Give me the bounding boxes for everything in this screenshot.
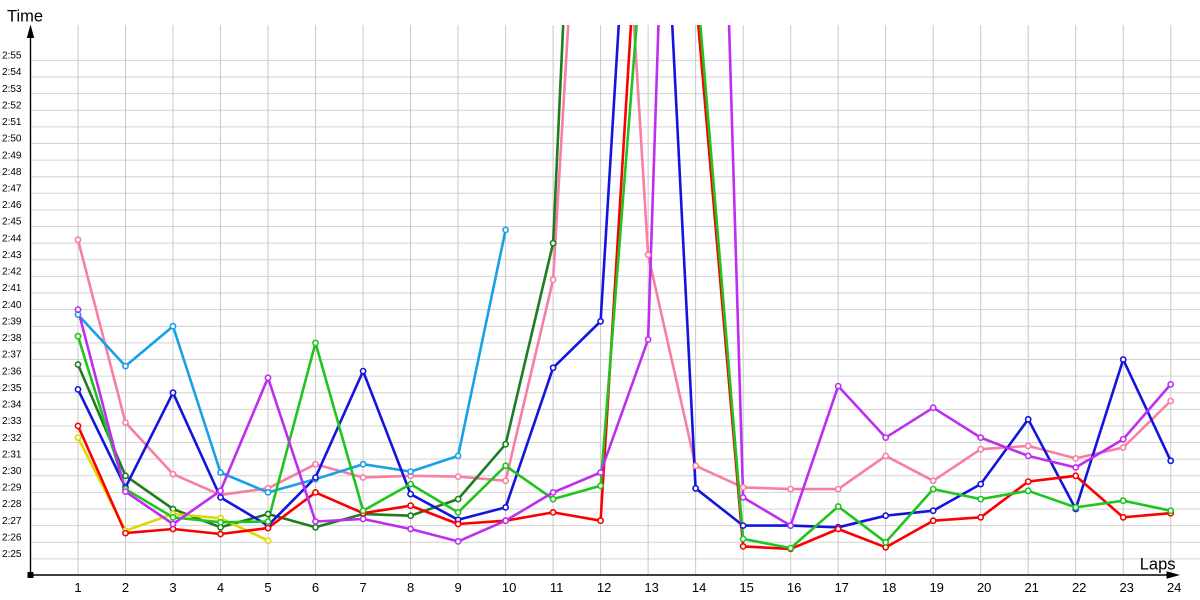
svg-text:2:37: 2:37: [2, 350, 22, 361]
svg-text:23: 23: [1119, 580, 1133, 595]
svg-text:2:36: 2:36: [2, 366, 22, 377]
svg-text:12: 12: [597, 580, 611, 595]
svg-text:6: 6: [312, 580, 319, 595]
svg-text:16: 16: [787, 580, 801, 595]
svg-text:5: 5: [264, 580, 271, 595]
svg-text:19: 19: [929, 580, 943, 595]
svg-text:2:33: 2:33: [2, 416, 22, 427]
svg-text:9: 9: [454, 580, 461, 595]
svg-text:2:48: 2:48: [2, 167, 22, 178]
svg-text:2:27: 2:27: [2, 516, 22, 527]
svg-text:2:32: 2:32: [2, 433, 22, 444]
svg-text:22: 22: [1072, 580, 1086, 595]
svg-text:2:45: 2:45: [2, 217, 22, 228]
svg-text:2:39: 2:39: [2, 316, 22, 327]
svg-text:13: 13: [644, 580, 658, 595]
svg-text:2:49: 2:49: [2, 150, 22, 161]
svg-text:1: 1: [74, 580, 81, 595]
svg-text:11: 11: [550, 580, 564, 595]
svg-text:2: 2: [122, 580, 129, 595]
svg-text:2:42: 2:42: [2, 267, 22, 278]
svg-text:2:44: 2:44: [2, 233, 22, 244]
svg-text:2:46: 2:46: [2, 200, 22, 211]
svg-text:2:29: 2:29: [2, 483, 22, 494]
svg-text:2:55: 2:55: [2, 51, 22, 62]
svg-text:2:30: 2:30: [2, 466, 22, 477]
svg-text:2:53: 2:53: [2, 84, 22, 95]
svg-text:2:40: 2:40: [2, 300, 22, 311]
svg-text:2:51: 2:51: [2, 117, 22, 128]
svg-text:21: 21: [1024, 580, 1038, 595]
svg-text:10: 10: [502, 580, 516, 595]
svg-text:2:47: 2:47: [2, 184, 22, 195]
svg-text:14: 14: [692, 580, 706, 595]
svg-text:2:52: 2:52: [2, 100, 22, 111]
svg-text:24: 24: [1167, 580, 1181, 595]
svg-text:Time: Time: [7, 8, 43, 26]
svg-text:Laps: Laps: [1140, 555, 1176, 573]
svg-text:20: 20: [977, 580, 991, 595]
svg-text:2:54: 2:54: [2, 67, 22, 78]
svg-text:2:38: 2:38: [2, 333, 22, 344]
svg-text:3: 3: [169, 580, 176, 595]
svg-text:2:28: 2:28: [2, 499, 22, 510]
svg-text:15: 15: [739, 580, 753, 595]
svg-text:2:50: 2:50: [2, 134, 22, 145]
svg-text:2:43: 2:43: [2, 250, 22, 261]
svg-text:2:34: 2:34: [2, 400, 22, 411]
svg-text:4: 4: [217, 580, 224, 595]
svg-text:2:35: 2:35: [2, 383, 22, 394]
svg-text:18: 18: [882, 580, 896, 595]
svg-text:17: 17: [834, 580, 848, 595]
svg-text:2:41: 2:41: [2, 283, 22, 294]
svg-text:2:31: 2:31: [2, 449, 22, 460]
svg-text:7: 7: [359, 580, 366, 595]
svg-text:8: 8: [407, 580, 414, 595]
svg-text:2:26: 2:26: [2, 533, 22, 544]
svg-text:2:25: 2:25: [2, 549, 22, 560]
